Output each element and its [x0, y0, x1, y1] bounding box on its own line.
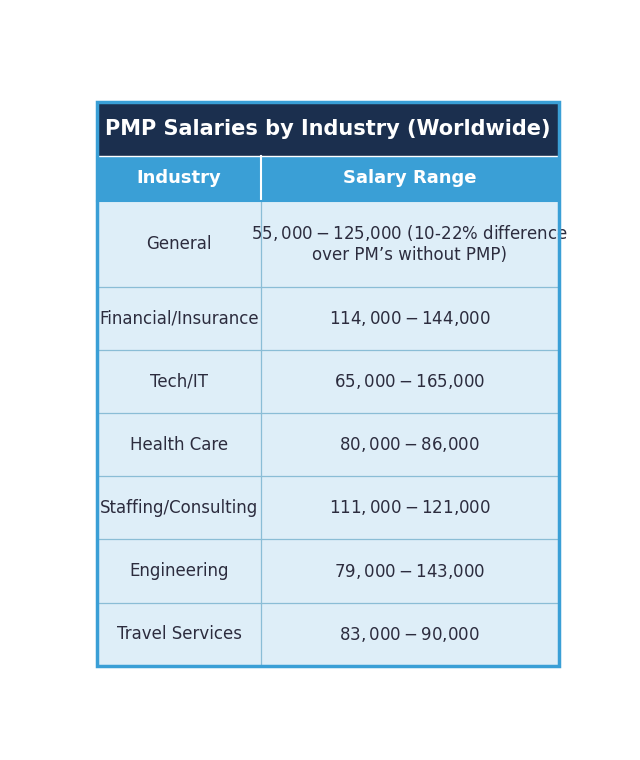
Bar: [97, 156, 559, 201]
Text: Travel Services: Travel Services: [116, 625, 242, 643]
Bar: [97, 350, 559, 413]
Text: Financial/Insurance: Financial/Insurance: [99, 309, 259, 327]
Text: $65,000 - $165,000: $65,000 - $165,000: [334, 372, 486, 391]
Bar: [97, 102, 559, 156]
Bar: [97, 413, 559, 477]
Text: Staffing/Consulting: Staffing/Consulting: [100, 499, 259, 517]
Bar: [97, 603, 559, 666]
Text: Engineering: Engineering: [129, 562, 229, 580]
Text: $80,000 - $86,000: $80,000 - $86,000: [339, 435, 480, 454]
Text: $83,000 - $90,000: $83,000 - $90,000: [339, 625, 480, 644]
Text: PMP Salaries by Industry (Worldwide): PMP Salaries by Industry (Worldwide): [105, 119, 551, 138]
Bar: [97, 201, 559, 287]
Bar: [97, 540, 559, 603]
Text: General: General: [147, 235, 212, 253]
Text: $79,000 - $143,000: $79,000 - $143,000: [334, 562, 486, 581]
Text: $114,000 - $144,000: $114,000 - $144,000: [329, 309, 491, 328]
Text: $111,000 - $121,000: $111,000 - $121,000: [329, 499, 491, 518]
Text: Industry: Industry: [137, 169, 221, 188]
Bar: [97, 477, 559, 540]
Bar: [97, 287, 559, 350]
Text: Salary Range: Salary Range: [343, 169, 477, 188]
Text: Tech/IT: Tech/IT: [150, 372, 208, 391]
Text: $55,000 - $125,000 (10-22% difference
over PM’s without PMP): $55,000 - $125,000 (10-22% difference ov…: [252, 223, 568, 264]
Text: Health Care: Health Care: [130, 435, 228, 454]
